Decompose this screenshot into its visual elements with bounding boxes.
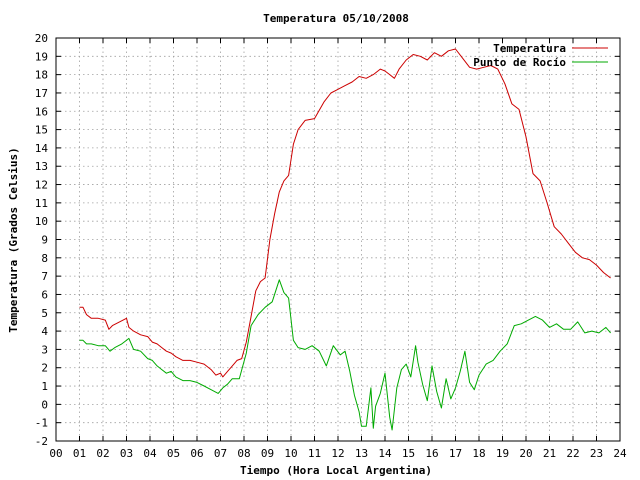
x-axis: 00 01 02 03 04 05 06 07 08 09 10 11 12 13 14 15 16 17 18 19… — [49, 38, 627, 460]
y-tick-label: 13 — [35, 160, 48, 173]
x-tick-label: 18 — [472, 447, 485, 460]
x-tick-label: 04 — [143, 447, 157, 460]
y-tick-label: 7 — [41, 270, 48, 283]
x-tick-label: 16 — [425, 447, 438, 460]
x-tick-label: 13 — [355, 447, 368, 460]
x-tick-label: 02 — [96, 447, 109, 460]
y-tick-label: 5 — [41, 307, 48, 320]
y-tick-label: 0 — [41, 398, 48, 411]
y-tick-label: 6 — [41, 288, 48, 301]
y-tick-label: 3 — [41, 343, 48, 356]
y-tick-label: 12 — [35, 179, 48, 192]
x-tick-label: 10 — [284, 447, 297, 460]
y-tick-label: 8 — [41, 252, 48, 265]
x-tick-label: 19 — [496, 447, 509, 460]
y-tick-label: 19 — [35, 50, 48, 63]
x-tick-label: 08 — [237, 447, 250, 460]
legend-label-temperatura: Temperatura — [493, 42, 566, 55]
x-tick-label: 07 — [214, 447, 227, 460]
x-tick-label: 05 — [167, 447, 180, 460]
y-tick-label: 10 — [35, 215, 48, 228]
y-tick-label: 2 — [41, 362, 48, 375]
x-tick-label: 03 — [120, 447, 133, 460]
y-tick-label: 4 — [41, 325, 48, 338]
y-tick-label: 18 — [35, 69, 48, 82]
x-tick-label: 21 — [543, 447, 556, 460]
x-tick-label: 22 — [566, 447, 579, 460]
x-tick-label: 17 — [449, 447, 462, 460]
x-tick-label: 14 — [378, 447, 392, 460]
x-axis-title: Tiempo (Hora Local Argentina) — [240, 464, 432, 477]
x-tick-label: 06 — [190, 447, 203, 460]
y-tick-label: 15 — [35, 124, 48, 137]
x-tick-label: 23 — [590, 447, 603, 460]
legend-label-punto-de-rocio: Punto de Rocío — [473, 56, 566, 69]
series-line-punto-de-rocio — [79, 279, 611, 431]
series-lines — [79, 48, 611, 431]
y-tick-label: 9 — [41, 234, 48, 247]
x-tick-label: 24 — [613, 447, 627, 460]
y-tick-label: 1 — [41, 380, 48, 393]
y-tick-label: 11 — [35, 197, 48, 210]
x-tick-label: 11 — [308, 447, 321, 460]
series-line-temperatura — [79, 48, 611, 378]
y-tick-label: 16 — [35, 105, 48, 118]
grid — [56, 38, 620, 441]
chart-title: Temperatura 05/10/2008 — [263, 12, 409, 25]
x-tick-label: 01 — [73, 447, 86, 460]
y-tick-label: 14 — [35, 142, 49, 155]
x-tick-label: 15 — [402, 447, 415, 460]
y-tick-label: -2 — [35, 435, 48, 448]
x-tick-label: 09 — [261, 447, 274, 460]
y-axis-title: Temperatura (Grados Celsius) — [7, 147, 20, 332]
y-tick-label: 17 — [35, 87, 48, 100]
y-tick-label: -1 — [35, 417, 48, 430]
x-tick-label: 00 — [49, 447, 62, 460]
legend: Temperatura Punto de Rocío — [473, 42, 608, 69]
x-tick-label: 20 — [519, 447, 532, 460]
y-tick-label: 20 — [35, 32, 48, 45]
x-tick-label: 12 — [331, 447, 344, 460]
